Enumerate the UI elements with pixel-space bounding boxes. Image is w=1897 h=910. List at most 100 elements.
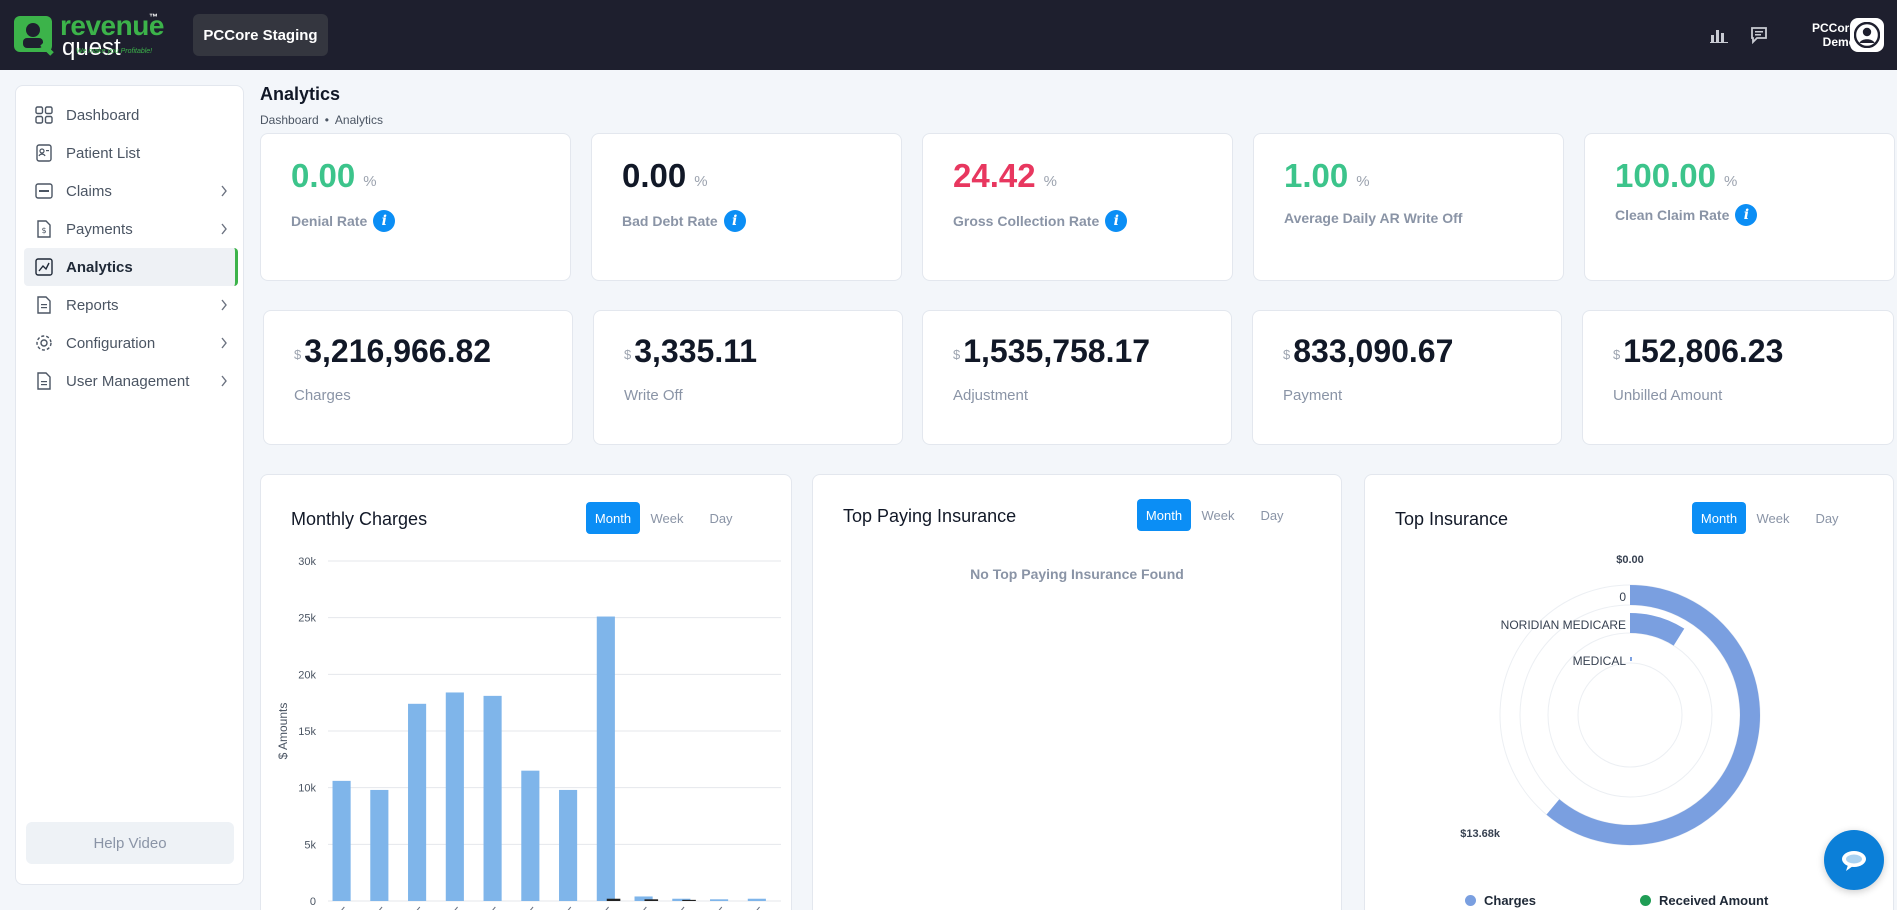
charge-bar[interactable] <box>445 692 464 901</box>
sidebar-item-user-management[interactable]: User Management <box>24 362 238 400</box>
period-month-button[interactable]: Month <box>1137 499 1191 531</box>
rate-label: Denial Rate i <box>291 210 396 232</box>
sidebar-item-patient-list[interactable]: Patient List <box>24 134 238 172</box>
gross-collection-rate-label: Gross Collection Rate <box>953 213 1100 229</box>
radial-track <box>1577 662 1683 768</box>
top-insurance-period-selector: Month Week Day <box>1692 502 1854 534</box>
bar-chart-icon[interactable] <box>1708 24 1730 46</box>
gross-collection-rate-card: 24.42% Gross Collection Rate i <box>922 133 1233 281</box>
x-tick-mark <box>341 906 345 910</box>
charge-bar[interactable] <box>710 899 729 901</box>
sidebar-item-configuration[interactable]: Configuration <box>24 324 238 362</box>
top-paying-insurance-panel: Top Paying Insurance Month Week Day No T… <box>812 474 1342 910</box>
rate-label: Bad Debt Rate i <box>622 210 746 232</box>
user-name[interactable]: PCCore Demo <box>1780 21 1856 49</box>
x-tick-mark <box>567 906 572 910</box>
insurance-radial-bar[interactable] <box>1629 613 1685 646</box>
legend-charges[interactable]: Charges <box>1465 893 1536 908</box>
period-month-button[interactable]: Month <box>586 502 640 534</box>
avatar[interactable] <box>1850 18 1884 52</box>
charge-bar[interactable] <box>521 770 540 901</box>
write-off-label: Write Off <box>624 387 683 404</box>
period-day-button[interactable]: Day <box>1815 510 1839 526</box>
sidebar-item-reports[interactable]: Reports <box>24 286 238 324</box>
breadcrumb-dashboard[interactable]: Dashboard <box>260 113 319 127</box>
top-paying-insurance-title: Top Paying Insurance <box>843 506 1017 526</box>
sidebar-item-claims[interactable]: Claims <box>24 172 238 210</box>
breadcrumb-separator: • <box>324 113 329 127</box>
y-tick-label: 5k <box>304 839 316 851</box>
period-week-button[interactable]: Week <box>1201 507 1235 523</box>
gross-collection-rate-value: 24.42 <box>953 157 1036 194</box>
charge-bar[interactable] <box>408 703 427 901</box>
period-day-button[interactable]: Day <box>1260 507 1284 523</box>
top-insurance-panel: Top Insurance Month Week Day 0 NORIDIAN M… <box>1364 474 1894 910</box>
charge-bar[interactable] <box>747 898 766 901</box>
clean-claim-rate-card: 100.00% Clean Claim Rate i <box>1584 133 1895 281</box>
charge-bar[interactable] <box>559 789 578 901</box>
period-day-button[interactable]: Day <box>709 510 733 526</box>
period-week-button[interactable]: Week <box>650 510 684 526</box>
info-icon[interactable]: i <box>1735 204 1758 226</box>
sidebar-item-label: User Management <box>66 372 190 390</box>
chevron-right-icon <box>220 336 228 353</box>
logo-trademark: ™ <box>149 12 158 22</box>
adjustment-label: Adjustment <box>953 387 1029 404</box>
sidebar-item-label: Claims <box>66 182 112 200</box>
x-tick-mark <box>643 906 647 910</box>
clean-claim-rate-label: Clean Claim Rate <box>1615 207 1730 223</box>
payment-card: $833,090.67 Payment <box>1252 310 1562 445</box>
sidebar-item-label: Payments <box>66 220 133 238</box>
charge-bar[interactable] <box>332 780 351 901</box>
analytics-icon <box>34 257 54 277</box>
amount-value: $833,090.67 <box>1283 331 1453 371</box>
sidebar-item-label: Analytics <box>66 258 133 276</box>
sidebar-item-analytics[interactable]: Analytics <box>24 248 238 286</box>
period-week-button[interactable]: Week <box>1756 510 1790 526</box>
claim-icon <box>34 181 54 201</box>
message-icon[interactable] <box>1748 24 1770 46</box>
legend-received-amount[interactable]: Received Amount <box>1640 893 1768 908</box>
secondary-bar[interactable] <box>644 899 659 901</box>
legend-received-label: Received Amount <box>1659 893 1769 908</box>
sidebar-item-label: Configuration <box>66 334 156 352</box>
chat-bubble-icon <box>1842 851 1866 871</box>
bad-debt-rate-value: 0.00 <box>622 157 687 194</box>
legend-charges-dot <box>1465 895 1476 906</box>
y-tick-label: 30k <box>298 556 316 568</box>
info-icon[interactable]: i <box>1105 210 1128 232</box>
average-daily-ar-write-off-card: 1.00% Average Daily AR Write Off <box>1253 133 1564 281</box>
user-last-name: Demo <box>1822 35 1856 49</box>
sidebar-item-payments[interactable]: $ Payments <box>24 210 238 248</box>
revenue-quest-logo[interactable]: revenue quest ™ We make you Profitable! <box>12 12 164 60</box>
charge-bar[interactable] <box>596 616 615 901</box>
sidebar-item-dashboard[interactable]: Dashboard <box>24 96 238 134</box>
rate-value: 24.42% <box>953 156 1057 196</box>
x-tick-mark <box>718 906 723 910</box>
secondary-bar[interactable] <box>682 899 696 901</box>
info-icon[interactable]: i <box>373 210 396 232</box>
period-month-button[interactable]: Month <box>1692 502 1746 534</box>
info-icon[interactable]: i <box>723 210 746 232</box>
insurance-radial-bar[interactable] <box>1546 585 1760 845</box>
charge-bar[interactable] <box>370 789 389 901</box>
chat-button[interactable] <box>1824 830 1884 890</box>
secondary-bar[interactable] <box>606 898 621 901</box>
organization-button[interactable]: PCCore Staging <box>193 14 328 56</box>
empty-state-message: No Top Paying Insurance Found <box>970 566 1184 582</box>
x-tick-mark <box>605 906 609 910</box>
y-tick-label: 25k <box>298 613 316 625</box>
legend-charges-label: Charges <box>1484 893 1537 908</box>
currency-symbol: $ <box>624 347 632 362</box>
charge-bar[interactable] <box>634 896 653 901</box>
charges-value: 3,216,966.82 <box>304 333 492 369</box>
help-video-button[interactable]: Help Video <box>26 822 234 864</box>
unbilled-amount-label: Unbilled Amount <box>1613 387 1723 404</box>
charge-bar[interactable] <box>672 898 691 901</box>
monthly-charges-panel: Monthly Charges Month Week Day 0 5k 10k 15k… <box>260 474 792 910</box>
charge-bar[interactable] <box>483 695 502 901</box>
currency-symbol: $ <box>953 347 961 362</box>
grid-icon <box>34 105 54 125</box>
page-title: Analytics <box>260 84 341 104</box>
clean-claim-rate-value: 100.00 <box>1615 157 1716 194</box>
